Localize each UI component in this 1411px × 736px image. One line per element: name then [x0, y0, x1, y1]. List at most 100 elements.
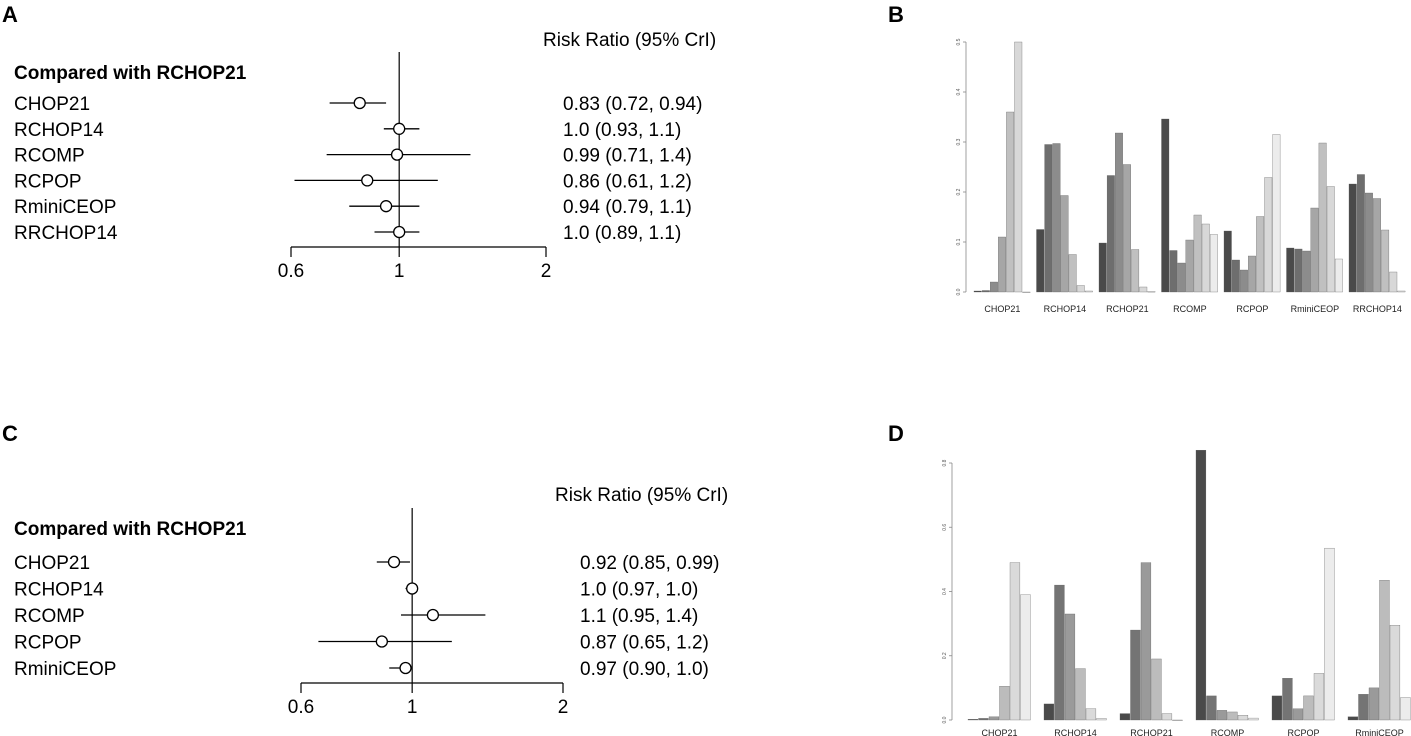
row-label: RCOMP [14, 146, 85, 167]
point-estimate [375, 635, 389, 648]
bar [1068, 254, 1077, 293]
x-tick-label: 0.6 [288, 697, 314, 718]
bar [1216, 710, 1228, 721]
bar [1358, 694, 1369, 721]
bar [990, 281, 998, 293]
bar [967, 719, 979, 721]
bar [1123, 164, 1131, 293]
row-value: 0.94 (0.79, 1.1) [563, 197, 692, 218]
bar [1195, 449, 1207, 721]
y-tick-label: 0.5 [956, 38, 962, 45]
category-label: RminiCEOP [1291, 304, 1340, 314]
bar [1223, 230, 1232, 293]
bar [1231, 259, 1240, 293]
bar [1240, 269, 1248, 293]
bar [1084, 290, 1093, 293]
x-tick-label: 1 [407, 697, 418, 718]
panel-letter-c: C [2, 421, 18, 446]
category-label: RCPOP [1287, 728, 1319, 736]
bar [978, 718, 989, 721]
point-estimate [393, 225, 406, 239]
bar [1373, 198, 1381, 293]
bar [1043, 703, 1055, 721]
bar [1368, 687, 1380, 721]
bar [1365, 192, 1373, 293]
row-label: RCHOP14 [14, 580, 104, 601]
row-value: 0.86 (0.61, 1.2) [563, 171, 692, 192]
bar [1009, 562, 1021, 721]
point-estimate [393, 122, 406, 135]
row-value: 1.1 (0.95, 1.4) [580, 606, 698, 627]
row-value: 0.87 (0.65, 1.2) [580, 633, 709, 654]
y-tick-label: 0.0 [942, 716, 948, 723]
bar [999, 686, 1010, 721]
x-tick-label: 1 [394, 261, 405, 282]
bar [1036, 229, 1045, 293]
category-label: RminiCEOP [1355, 728, 1404, 736]
bar [1318, 142, 1327, 293]
bar [1201, 223, 1210, 293]
bar [1140, 562, 1152, 721]
y-tick-label: 0.8 [942, 459, 948, 466]
point-estimate [399, 661, 412, 675]
forest-title: Risk Ratio (95% CrI) [555, 485, 728, 506]
y-tick-label: 0.2 [942, 652, 948, 659]
row-value: 0.99 (0.71, 1.4) [563, 146, 692, 167]
y-tick-label: 0.4 [942, 588, 948, 595]
point-estimate [379, 200, 393, 213]
bar [1169, 250, 1178, 293]
forest-plot-c: Risk Ratio (95% CrI) Compared with RCHOP2… [14, 485, 728, 718]
category-label: RCHOP14 [1044, 304, 1087, 314]
point-estimate [390, 148, 404, 161]
y-tick-label: 0.2 [956, 188, 962, 195]
bar [1085, 708, 1097, 721]
bar [1271, 695, 1283, 721]
bar [1098, 242, 1107, 293]
panel-letter-b: B [888, 2, 904, 27]
bar [1227, 711, 1238, 721]
bar [1161, 713, 1173, 721]
bar [1282, 678, 1293, 721]
bar [1326, 186, 1335, 293]
bar [1075, 668, 1086, 721]
point-estimate [361, 174, 374, 187]
bar [1147, 291, 1156, 293]
bar [1294, 248, 1303, 293]
bar [1172, 719, 1183, 721]
forest-subtitle: Compared with RCHOP21 [14, 519, 247, 540]
row-label: RCOMP [14, 606, 85, 627]
y-tick-label: 0.6 [942, 524, 948, 531]
row-value: 0.92 (0.85, 0.99) [580, 553, 719, 574]
bar [1389, 625, 1401, 721]
category-label: RCHOP21 [1106, 304, 1149, 314]
forest-subtitle: Compared with RCHOP21 [14, 63, 247, 84]
point-estimate [353, 96, 366, 110]
bar [1054, 584, 1065, 721]
bar [1193, 214, 1202, 293]
bar [1400, 697, 1411, 721]
bar [1130, 629, 1141, 721]
bar [1381, 229, 1390, 293]
y-tick-label: 0.3 [956, 138, 962, 145]
category-label: RCPOP [1236, 304, 1268, 314]
bar [1022, 291, 1031, 293]
bar [1292, 708, 1304, 721]
panel-letter-a: A [2, 2, 18, 27]
bar [1272, 134, 1281, 293]
bar [1177, 262, 1186, 293]
bar [988, 716, 1000, 721]
bar [1264, 177, 1273, 293]
bar-chart-b: 0.0 0.1 0.2 0.3 0.4 0.5 CHOP21 RCHOP14 RCHOP21 RC… [956, 38, 1406, 314]
bar [1044, 144, 1053, 293]
x-tick-label: 2 [541, 261, 552, 282]
category-label: CHOP21 [981, 728, 1017, 736]
row-label: RCPOP [14, 171, 82, 192]
row-label: RminiCEOP [14, 659, 116, 680]
bar [1389, 271, 1398, 293]
row-value: 1.0 (0.93, 1.1) [563, 120, 681, 141]
bar [1347, 716, 1359, 721]
point-estimate [426, 608, 440, 622]
bar [1248, 255, 1256, 293]
row-label: RminiCEOP [14, 197, 116, 218]
